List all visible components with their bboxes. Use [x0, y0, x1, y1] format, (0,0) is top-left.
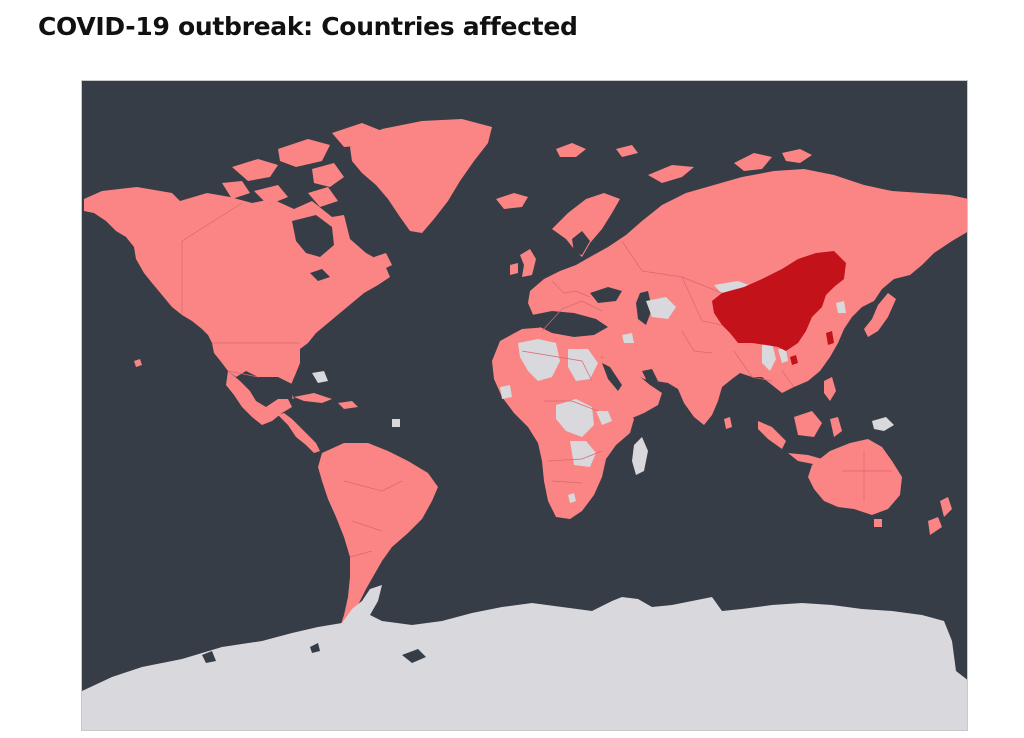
- guiana-spot: [392, 419, 400, 427]
- philippines: [824, 377, 836, 401]
- borneo: [794, 411, 822, 437]
- hispaniola: [338, 401, 358, 409]
- central-africa-1: [556, 399, 594, 437]
- severnaya-zemlya: [734, 153, 772, 171]
- north-korea: [836, 301, 846, 313]
- gulf-of-mexico: [258, 377, 294, 399]
- uk: [520, 249, 536, 277]
- greenland: [350, 119, 492, 233]
- antarctica: [82, 585, 967, 730]
- novaya-zemlya: [648, 165, 694, 183]
- country-borders: [181, 202, 892, 558]
- iceland: [496, 193, 528, 209]
- ross-sea: [402, 649, 426, 663]
- central-asia-1: [646, 297, 676, 319]
- middle-east-spot: [622, 333, 634, 343]
- scandinavia: [552, 193, 620, 257]
- china-mainland: [712, 251, 846, 351]
- franz-josef: [616, 145, 638, 157]
- bay-3: [310, 643, 320, 653]
- central-africa-2: [570, 441, 596, 467]
- arctic-island-1: [232, 159, 278, 181]
- mexico: [226, 371, 292, 425]
- australia: [808, 439, 902, 515]
- taiwan: [826, 331, 834, 345]
- mediterranean: [532, 311, 608, 337]
- baltic-sea: [572, 231, 590, 255]
- cuba: [294, 393, 332, 403]
- china: [712, 251, 846, 365]
- south-america-mainland: [318, 443, 438, 653]
- black-sea: [590, 287, 622, 303]
- hawaii: [134, 359, 142, 367]
- svalbard: [556, 143, 586, 157]
- sahara-region: [518, 339, 560, 381]
- sumatra: [758, 421, 786, 449]
- caribbean-spot: [312, 371, 328, 383]
- west-africa-coast: [500, 385, 512, 399]
- myanmar: [762, 343, 776, 371]
- world-map: [81, 80, 968, 731]
- caspian-sea: [636, 291, 652, 325]
- page-title: COVID-19 outbreak: Countries affected: [38, 12, 578, 41]
- laos: [778, 349, 788, 363]
- newfoundland: [374, 253, 392, 271]
- papua-new-guinea: [872, 417, 894, 431]
- south-africa-spot: [568, 493, 576, 503]
- madagascar: [632, 437, 648, 475]
- arctic-island-2: [278, 139, 330, 167]
- new-zealand-north: [940, 497, 952, 517]
- new-zealand-south: [928, 517, 942, 535]
- arctic-island-3: [312, 163, 344, 187]
- japan: [864, 293, 896, 337]
- sulawesi: [830, 417, 842, 437]
- sri-lanka: [724, 417, 732, 429]
- weddell-sea: [202, 651, 216, 663]
- central-america: [278, 413, 320, 453]
- sahel-region: [568, 349, 598, 381]
- hainan: [790, 355, 798, 365]
- antarctica-mainland: [82, 585, 967, 730]
- hudson-bay: [292, 215, 334, 257]
- horn-region: [596, 411, 612, 425]
- tasmania: [874, 519, 882, 527]
- great-lakes: [310, 269, 330, 281]
- arctic-island-6: [254, 185, 288, 205]
- ireland: [510, 263, 518, 275]
- red-sea: [602, 363, 622, 391]
- arctic-island-5: [222, 181, 250, 199]
- arabian-peninsula: [602, 357, 662, 419]
- arctic-island-7: [308, 187, 338, 207]
- persian-gulf: [642, 369, 658, 383]
- antarctic-island: [682, 609, 696, 617]
- java: [788, 453, 822, 465]
- new-siberian: [782, 149, 812, 163]
